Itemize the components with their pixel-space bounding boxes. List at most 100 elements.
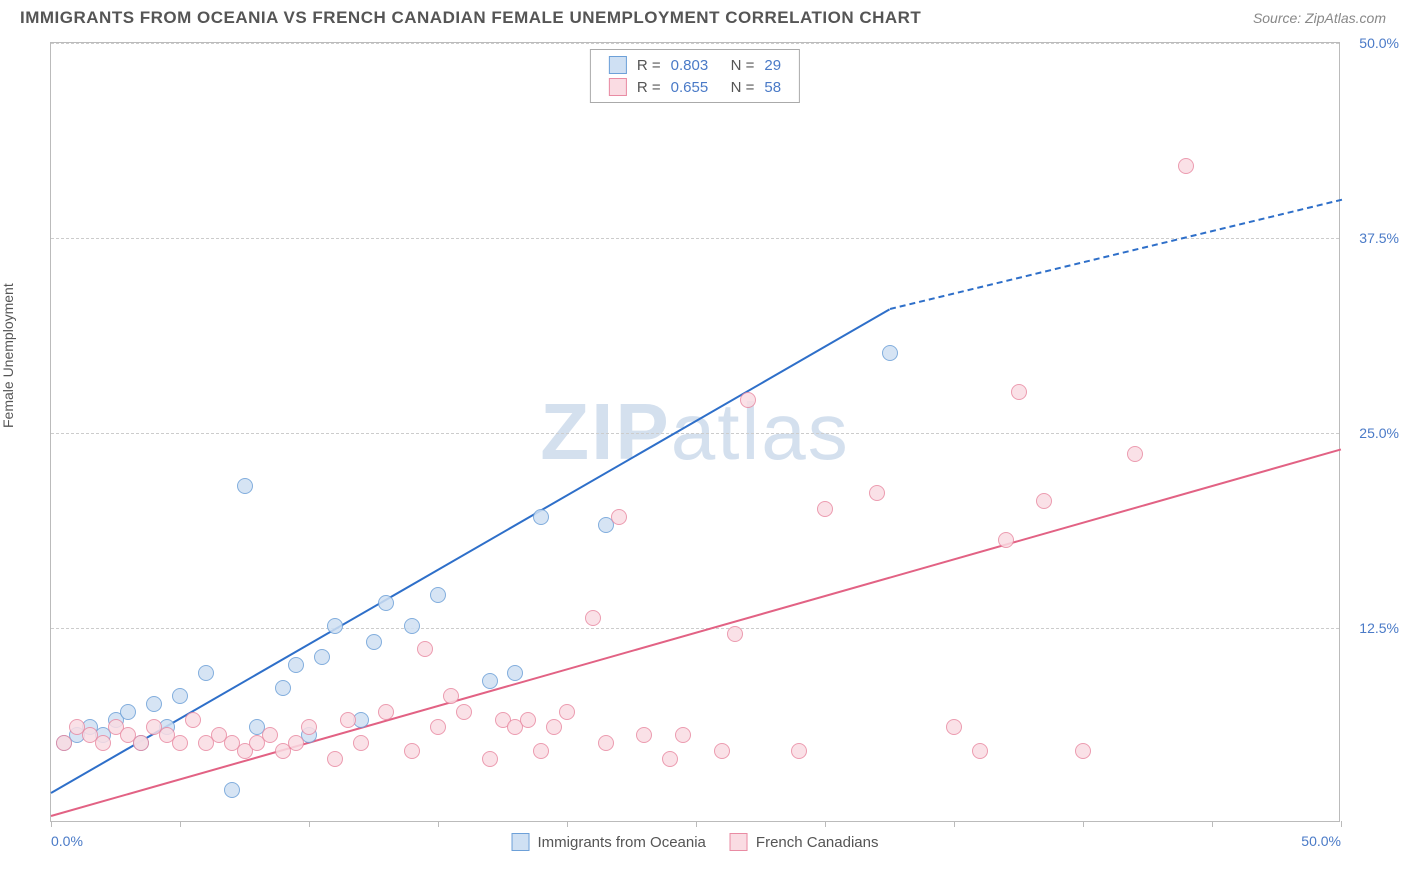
- watermark: ZIPatlas: [540, 386, 849, 478]
- x-tick-label: 50.0%: [1301, 833, 1341, 849]
- data-point: [301, 719, 317, 735]
- data-point: [482, 751, 498, 767]
- data-point: [946, 719, 962, 735]
- data-point: [791, 743, 807, 759]
- trend-line: [51, 308, 890, 793]
- x-tick: [51, 821, 52, 827]
- data-point: [430, 719, 446, 735]
- n-value-french: 58: [764, 79, 781, 96]
- data-point: [378, 595, 394, 611]
- data-point: [237, 478, 253, 494]
- data-point: [133, 735, 149, 751]
- data-point: [1178, 158, 1194, 174]
- legend-stats-row-2: R = 0.655 N = 58: [609, 76, 781, 98]
- data-point: [120, 704, 136, 720]
- x-tick: [1341, 821, 1342, 827]
- data-point: [340, 712, 356, 728]
- x-tick: [954, 821, 955, 827]
- data-point: [675, 727, 691, 743]
- data-point: [482, 673, 498, 689]
- y-tick-label: 12.5%: [1359, 620, 1399, 636]
- r-value-french: 0.655: [671, 79, 721, 96]
- r-label: R =: [637, 79, 661, 96]
- data-point: [740, 392, 756, 408]
- data-point: [869, 485, 885, 501]
- data-point: [95, 735, 111, 751]
- data-point: [507, 665, 523, 681]
- legend-stats-box: R = 0.803 N = 29 R = 0.655 N = 58: [590, 49, 800, 103]
- x-tick: [567, 821, 568, 827]
- chart-plot-area: ZIPatlas R = 0.803 N = 29 R = 0.655 N = …: [50, 42, 1340, 822]
- legend-series-box: Immigrants from Oceania French Canadians: [512, 833, 879, 851]
- data-point: [585, 610, 601, 626]
- legend-label-oceania: Immigrants from Oceania: [538, 834, 706, 851]
- data-point: [533, 743, 549, 759]
- data-point: [146, 696, 162, 712]
- data-point: [533, 509, 549, 525]
- data-point: [224, 782, 240, 798]
- legend-swatch-french: [609, 78, 627, 96]
- r-label: R =: [637, 57, 661, 74]
- legend-swatch-oceania-bottom: [512, 833, 530, 851]
- chart-title: IMMIGRANTS FROM OCEANIA VS FRENCH CANADI…: [20, 8, 921, 28]
- data-point: [1011, 384, 1027, 400]
- data-point: [1036, 493, 1052, 509]
- x-tick: [825, 821, 826, 827]
- data-point: [443, 688, 459, 704]
- data-point: [366, 634, 382, 650]
- data-point: [327, 751, 343, 767]
- data-point: [353, 735, 369, 751]
- legend-label-french: French Canadians: [756, 834, 879, 851]
- data-point: [430, 587, 446, 603]
- data-point: [198, 665, 214, 681]
- gridline: [51, 238, 1339, 239]
- data-point: [1127, 446, 1143, 462]
- y-tick-label: 25.0%: [1359, 425, 1399, 441]
- data-point: [520, 712, 536, 728]
- data-point: [185, 712, 201, 728]
- legend-swatch-oceania: [609, 56, 627, 74]
- data-point: [327, 618, 343, 634]
- gridline: [51, 433, 1339, 434]
- data-point: [817, 501, 833, 517]
- data-point: [727, 626, 743, 642]
- x-tick: [1083, 821, 1084, 827]
- trend-line: [51, 449, 1342, 818]
- watermark-bold: ZIP: [540, 387, 670, 476]
- gridline: [51, 628, 1339, 629]
- n-label: N =: [731, 57, 755, 74]
- r-value-oceania: 0.803: [671, 57, 721, 74]
- data-point: [662, 751, 678, 767]
- trend-line-dashed: [889, 199, 1341, 310]
- data-point: [378, 704, 394, 720]
- legend-item-french: French Canadians: [730, 833, 879, 851]
- data-point: [288, 735, 304, 751]
- data-point: [598, 735, 614, 751]
- data-point: [636, 727, 652, 743]
- source-attribution: Source: ZipAtlas.com: [1253, 10, 1386, 26]
- data-point: [1075, 743, 1091, 759]
- y-tick-label: 50.0%: [1359, 35, 1399, 51]
- data-point: [56, 735, 72, 751]
- data-point: [262, 727, 278, 743]
- data-point: [972, 743, 988, 759]
- watermark-light: atlas: [671, 387, 850, 476]
- data-point: [172, 688, 188, 704]
- y-axis-label: Female Unemployment: [0, 283, 16, 428]
- x-tick: [309, 821, 310, 827]
- gridline: [51, 43, 1339, 44]
- data-point: [998, 532, 1014, 548]
- x-tick: [696, 821, 697, 827]
- n-value-oceania: 29: [764, 57, 781, 74]
- data-point: [417, 641, 433, 657]
- x-tick-label: 0.0%: [51, 833, 83, 849]
- legend-item-oceania: Immigrants from Oceania: [512, 833, 706, 851]
- x-tick: [438, 821, 439, 827]
- data-point: [404, 618, 420, 634]
- legend-swatch-french-bottom: [730, 833, 748, 851]
- y-tick-label: 37.5%: [1359, 230, 1399, 246]
- x-tick: [180, 821, 181, 827]
- data-point: [559, 704, 575, 720]
- data-point: [172, 735, 188, 751]
- chart-header: IMMIGRANTS FROM OCEANIA VS FRENCH CANADI…: [0, 0, 1406, 32]
